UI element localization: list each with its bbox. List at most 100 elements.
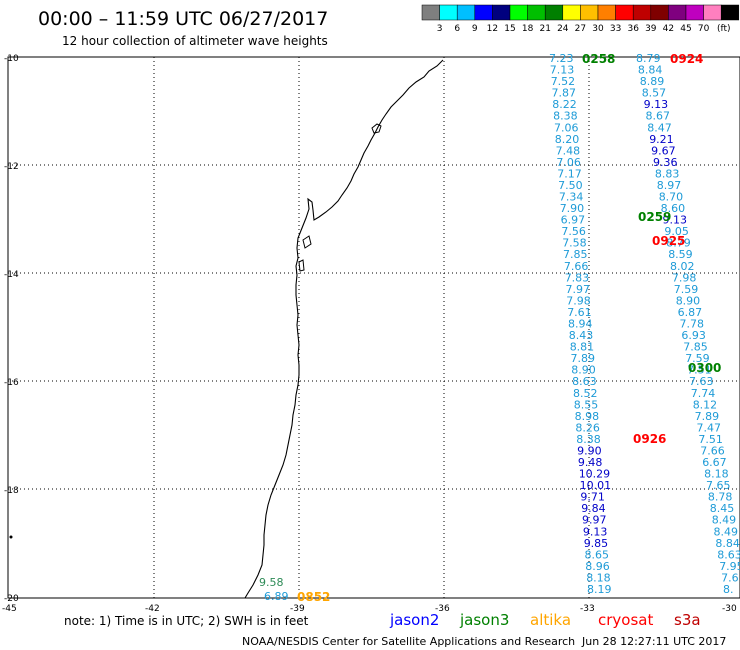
color-scale-label: 18 bbox=[522, 24, 534, 34]
swh-value-0924: 6.87 bbox=[678, 306, 703, 319]
swh-value-0924: 8.79 bbox=[666, 237, 691, 250]
swh-value-0258: 7.58 bbox=[562, 237, 587, 250]
swh-value-0258: 8.22 bbox=[552, 98, 577, 111]
mission-s3a: s3a bbox=[674, 611, 701, 629]
swh-value-0258: 7.06 bbox=[554, 121, 579, 134]
swh-value-0258: 8.90 bbox=[571, 364, 596, 377]
color-swatch bbox=[439, 4, 458, 21]
color-swatch bbox=[509, 4, 528, 21]
color-scale-legend: 3 6 9 12 15 18 21 24 27 30 33 36 39 42 45 70 (ft) bbox=[421, 4, 740, 34]
swh-value-0258: 8.65 bbox=[585, 548, 610, 561]
swh-value-0258: 8.38 bbox=[553, 110, 578, 123]
color-scale-label: 70 bbox=[698, 24, 710, 34]
swh-value-0924: 7.51 bbox=[698, 433, 723, 446]
swh-value-0258: 8.94 bbox=[568, 318, 593, 331]
swh-value-0258: 8.63 bbox=[572, 375, 597, 388]
pass-time-labels: 0258 0924 0259 0925 0300 0926 0852 bbox=[297, 52, 721, 604]
swh-value-0258: 7.66 bbox=[564, 260, 589, 273]
color-swatch bbox=[668, 4, 687, 21]
swh-value-0924: 8.12 bbox=[693, 398, 718, 411]
swh-value-0258: 8.43 bbox=[569, 329, 594, 342]
swh-value-0924: 7.51 bbox=[687, 364, 712, 377]
color-scale-label: 27 bbox=[575, 24, 586, 34]
coastline-bay bbox=[298, 123, 382, 272]
island-dot bbox=[9, 535, 13, 539]
color-scale-unit: (ft) bbox=[717, 24, 731, 34]
swh-value-0258: 7.85 bbox=[563, 248, 588, 261]
color-scale-label: 12 bbox=[487, 24, 498, 34]
swh-value-0258: 8.38 bbox=[576, 433, 601, 446]
swh-value-0924: 8.49 bbox=[714, 525, 739, 538]
grid-lines bbox=[8, 57, 740, 598]
lat-label: -16 bbox=[4, 378, 19, 388]
color-swatch bbox=[632, 4, 652, 21]
swh-value-0924: 7.85 bbox=[683, 341, 708, 354]
swh-value-0924: 6.67 bbox=[702, 456, 727, 469]
swh-value-0924: 8.84 bbox=[638, 64, 663, 77]
mission-legend: jason2 jason3 altika cryosat s3a bbox=[389, 611, 701, 629]
lon-label: -39 bbox=[290, 604, 305, 614]
color-scale-label: 15 bbox=[504, 24, 515, 34]
swh-value-0258: 9.48 bbox=[578, 456, 603, 469]
swh-value-0258: 10.29 bbox=[579, 468, 611, 481]
swh-value-0924: 9.13 bbox=[644, 98, 669, 111]
color-scale-label: 30 bbox=[592, 24, 604, 34]
color-swatch bbox=[720, 4, 740, 21]
swh-value-0258: 7.34 bbox=[559, 191, 584, 204]
color-swatch bbox=[615, 4, 634, 21]
color-swatch bbox=[580, 4, 599, 21]
swh-value-0258: 7.61 bbox=[567, 306, 592, 319]
color-swatch bbox=[703, 4, 722, 21]
swh-value-0258: 6.97 bbox=[561, 214, 586, 227]
swh-value-0258: 7.56 bbox=[561, 225, 586, 238]
map-subtitle: 12 hour collection of altimeter wave hei… bbox=[62, 34, 328, 48]
time-label-0852: 0852 bbox=[297, 590, 330, 604]
coastline bbox=[9, 59, 444, 599]
swh-value-0924: 7.78 bbox=[680, 318, 705, 331]
color-swatch bbox=[562, 4, 581, 21]
swh-value-0924: 7.89 bbox=[695, 410, 720, 423]
color-swatch bbox=[597, 4, 616, 21]
lon-label: -45 bbox=[2, 604, 17, 614]
time-label-0258: 0258 bbox=[582, 52, 615, 66]
color-scale-label: 36 bbox=[627, 24, 639, 34]
color-scale-label: 39 bbox=[645, 24, 657, 34]
swh-value-0258: 8.98 bbox=[575, 410, 600, 423]
swh-value-0258: 7.87 bbox=[552, 87, 577, 100]
swh-value-0924: 8.63 bbox=[717, 548, 740, 561]
swh-value-0924: 7.74 bbox=[691, 387, 716, 400]
swh-value-0258: 9.85 bbox=[584, 537, 609, 550]
swh-value-0924: 8. bbox=[723, 583, 734, 596]
lat-label: -14 bbox=[4, 270, 19, 280]
lat-label: -20 bbox=[4, 594, 19, 604]
swh-value-0924: 9.05 bbox=[664, 225, 689, 238]
swh-value-0258: 8.26 bbox=[575, 421, 600, 434]
swh-value-coastal: 9.58 bbox=[259, 576, 284, 589]
color-swatch bbox=[650, 4, 669, 21]
swh-value-0924: 8.57 bbox=[642, 87, 667, 100]
swh-value-0924: 8.02 bbox=[670, 260, 695, 273]
color-scale-label: 24 bbox=[557, 24, 569, 34]
color-scale-label: 6 bbox=[454, 24, 460, 34]
color-swatch bbox=[421, 4, 440, 21]
generated-timestamp: Jun 28 12:27:11 UTC 2017 bbox=[581, 635, 726, 648]
swh-value-0924: 8.60 bbox=[661, 202, 686, 215]
units-note: note: 1) Time is in UTC; 2) SWH is in fe… bbox=[64, 614, 309, 628]
swh-value-0258: 7.83 bbox=[565, 271, 590, 284]
map-frame bbox=[7, 56, 740, 599]
swh-value-0258: 9.13 bbox=[583, 525, 608, 538]
time-label-0259: 0259 bbox=[638, 210, 671, 224]
color-scale-label: 21 bbox=[539, 24, 550, 34]
time-label-0925: 0925 bbox=[652, 234, 685, 248]
swh-value-0924: 8.89 bbox=[640, 75, 665, 88]
longitude-labels: -45 -42 -39 -36 -33 -30 bbox=[2, 604, 737, 614]
color-scale-label: 45 bbox=[680, 24, 691, 34]
swh-value-0924: 8.70 bbox=[659, 191, 684, 204]
swh-value-0924: 8.67 bbox=[646, 110, 671, 123]
swh-value-0258: 8.55 bbox=[574, 398, 599, 411]
color-scale-label: 42 bbox=[663, 24, 674, 34]
swh-value-0258: 8.19 bbox=[587, 583, 612, 596]
lon-label: -42 bbox=[145, 604, 160, 614]
map-title: 00:00 – 11:59 UTC 06/27/2017 bbox=[38, 8, 328, 30]
swh-value-0258: 8.18 bbox=[586, 572, 611, 585]
